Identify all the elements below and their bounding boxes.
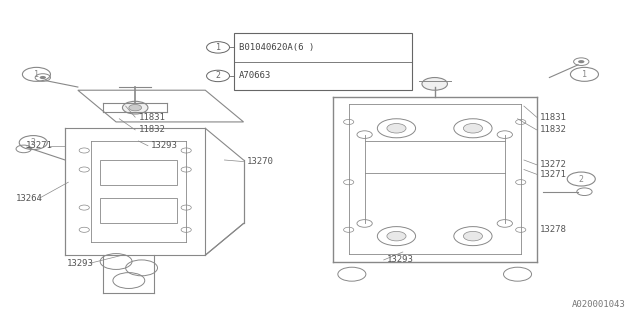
Circle shape: [422, 77, 447, 90]
Text: 2: 2: [579, 174, 584, 184]
Text: B01040620A(6 ): B01040620A(6 ): [239, 43, 314, 52]
Circle shape: [181, 205, 191, 210]
Text: 2: 2: [216, 71, 221, 80]
Circle shape: [516, 119, 526, 124]
Text: 13271: 13271: [540, 170, 566, 179]
Text: 13272: 13272: [540, 160, 566, 169]
Circle shape: [79, 227, 90, 232]
Text: 13293: 13293: [67, 259, 94, 268]
Circle shape: [344, 180, 354, 185]
Circle shape: [516, 180, 526, 185]
Circle shape: [181, 227, 191, 232]
Text: 13271: 13271: [26, 141, 52, 150]
Circle shape: [463, 231, 483, 241]
Circle shape: [463, 124, 483, 133]
Text: 1: 1: [34, 70, 39, 79]
Text: 11832: 11832: [138, 125, 165, 134]
Text: A020001043: A020001043: [572, 300, 626, 309]
Text: 13270: 13270: [246, 157, 273, 166]
FancyBboxPatch shape: [234, 33, 412, 90]
Circle shape: [387, 124, 406, 133]
Text: 1: 1: [216, 43, 221, 52]
Text: 13264: 13264: [16, 194, 43, 203]
Text: 13278: 13278: [540, 225, 566, 234]
Circle shape: [79, 148, 90, 153]
Text: A70663: A70663: [239, 71, 271, 80]
Text: 1: 1: [582, 70, 587, 79]
Circle shape: [79, 205, 90, 210]
Text: 13293: 13293: [387, 255, 414, 264]
Text: 11832: 11832: [540, 125, 566, 134]
Circle shape: [79, 167, 90, 172]
Circle shape: [578, 60, 584, 63]
Circle shape: [181, 167, 191, 172]
Circle shape: [344, 227, 354, 232]
Circle shape: [122, 101, 148, 114]
Circle shape: [516, 227, 526, 232]
Text: 11831: 11831: [540, 113, 566, 122]
Circle shape: [129, 105, 141, 111]
Text: 2: 2: [31, 138, 36, 147]
Text: 11831: 11831: [138, 113, 165, 122]
Circle shape: [181, 148, 191, 153]
Circle shape: [344, 119, 354, 124]
Text: 13293: 13293: [151, 141, 178, 150]
Circle shape: [387, 231, 406, 241]
Circle shape: [40, 76, 46, 79]
